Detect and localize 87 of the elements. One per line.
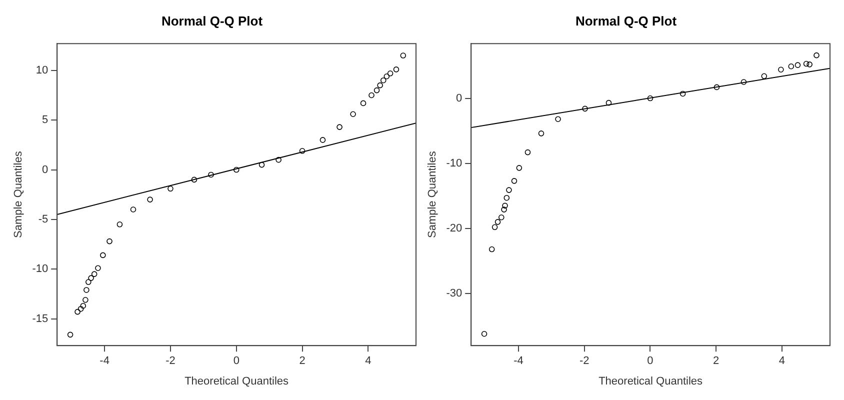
- y-tick-label: -10: [32, 263, 48, 276]
- point: [516, 165, 522, 171]
- chart-title: Normal Q-Q Plot: [575, 13, 678, 28]
- point: [350, 111, 356, 118]
- point: [498, 214, 504, 220]
- point: [82, 297, 88, 303]
- point: [380, 77, 386, 84]
- point: [502, 202, 508, 209]
- point: [794, 62, 801, 68]
- point: [387, 70, 394, 76]
- point: [504, 194, 510, 201]
- point: [86, 279, 92, 285]
- point: [80, 302, 86, 309]
- point: [806, 62, 812, 68]
- x-tick-label: 0: [233, 355, 240, 368]
- point: [647, 95, 654, 102]
- point: [320, 137, 326, 143]
- x-tick-label: 0: [647, 355, 654, 368]
- chart-title: Normal Q-Q Plot: [161, 13, 264, 28]
- point: [91, 271, 98, 277]
- y-tick-label: 0: [42, 164, 48, 176]
- point: [233, 166, 240, 173]
- point: [276, 156, 282, 163]
- point: [116, 222, 123, 228]
- point: [67, 332, 74, 338]
- x-axis-title: Theoretical Quantiles: [184, 375, 290, 388]
- point: [524, 149, 531, 156]
- point: [88, 275, 94, 281]
- point: [582, 106, 588, 112]
- y-tick-label: -20: [446, 222, 462, 234]
- point: [501, 206, 507, 212]
- point: [761, 73, 768, 80]
- x-tick-label: 2: [299, 355, 306, 368]
- point: [368, 92, 374, 98]
- point: [555, 116, 561, 122]
- y-tick-label: -10: [446, 157, 462, 170]
- x-tick-label: 4: [778, 355, 785, 368]
- y-axis-title: Sample Quantiles: [12, 150, 25, 238]
- point: [147, 196, 153, 202]
- y-axis-title: Sample Quantiles: [426, 150, 439, 238]
- point: [100, 252, 106, 258]
- point: [494, 219, 501, 225]
- point: [258, 162, 265, 168]
- point: [191, 176, 198, 183]
- point: [384, 73, 390, 80]
- y-tick-label: -30: [446, 288, 462, 300]
- point: [714, 84, 720, 90]
- point: [374, 87, 380, 94]
- point: [360, 100, 366, 106]
- x-axis-title: Theoretical Quantiles: [598, 375, 704, 388]
- point: [506, 187, 512, 193]
- point: [208, 172, 214, 178]
- point: [492, 224, 498, 230]
- point: [336, 124, 342, 130]
- y-tick-label: 0: [456, 92, 462, 104]
- point: [680, 90, 686, 97]
- y-tick-label: -15: [32, 312, 48, 325]
- point: [95, 265, 101, 272]
- point: [511, 178, 518, 184]
- x-tick-label: -2: [166, 355, 176, 368]
- x-tick-label: 2: [713, 355, 720, 368]
- point: [400, 52, 406, 58]
- point: [488, 246, 495, 252]
- point: [78, 306, 84, 312]
- point: [74, 308, 80, 315]
- x-tick-label: 4: [365, 355, 372, 368]
- x-tick-label: -2: [579, 355, 590, 368]
- x-tick-label: -4: [100, 355, 110, 368]
- point: [788, 63, 794, 70]
- point: [84, 287, 90, 293]
- point: [130, 206, 136, 212]
- point: [814, 52, 820, 58]
- y-tick-label: 5: [42, 114, 48, 126]
- point: [106, 238, 112, 244]
- point: [299, 148, 306, 154]
- point: [803, 60, 810, 67]
- point: [538, 130, 544, 136]
- point: [778, 66, 784, 73]
- point: [393, 66, 400, 72]
- point: [606, 100, 612, 106]
- point: [168, 186, 174, 192]
- y-tick-label: -5: [38, 213, 48, 226]
- point: [740, 79, 747, 85]
- x-tick-label: -4: [514, 355, 524, 368]
- y-tick-label: 10: [36, 64, 48, 76]
- point: [481, 330, 488, 337]
- point: [377, 82, 383, 88]
